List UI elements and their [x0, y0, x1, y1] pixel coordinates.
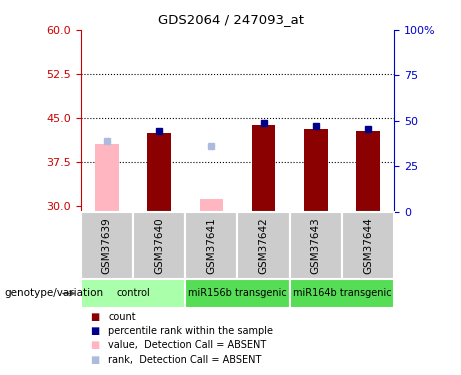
Bar	[185, 279, 290, 308]
Text: value,  Detection Call = ABSENT: value, Detection Call = ABSENT	[108, 340, 266, 350]
Text: percentile rank within the sample: percentile rank within the sample	[108, 326, 273, 336]
Text: GSM37643: GSM37643	[311, 217, 321, 274]
Text: GSM37641: GSM37641	[206, 217, 216, 274]
Text: GSM37639: GSM37639	[102, 217, 112, 274]
Text: ■: ■	[90, 326, 99, 336]
Text: genotype/variation: genotype/variation	[5, 288, 104, 298]
Text: ■: ■	[90, 355, 99, 364]
Text: GSM37640: GSM37640	[154, 217, 164, 274]
Text: GSM37644: GSM37644	[363, 217, 373, 274]
Bar	[290, 212, 342, 279]
Bar	[200, 199, 223, 212]
Bar	[185, 212, 237, 279]
Text: GSM37642: GSM37642	[259, 217, 269, 274]
Bar	[304, 129, 327, 212]
Bar	[356, 131, 380, 212]
Bar	[290, 279, 394, 308]
Bar	[148, 133, 171, 212]
Text: control: control	[116, 288, 150, 298]
Text: ■: ■	[90, 340, 99, 350]
Bar	[342, 212, 394, 279]
Text: ■: ■	[90, 312, 99, 322]
Text: miR156b transgenic: miR156b transgenic	[188, 288, 287, 298]
Bar	[237, 212, 290, 279]
Bar	[81, 212, 133, 279]
Text: GDS2064 / 247093_at: GDS2064 / 247093_at	[158, 13, 303, 26]
Bar	[252, 125, 275, 212]
Bar	[81, 279, 185, 308]
Bar	[95, 144, 118, 212]
Bar	[133, 212, 185, 279]
Text: miR164b transgenic: miR164b transgenic	[293, 288, 391, 298]
Text: count: count	[108, 312, 136, 322]
Text: rank,  Detection Call = ABSENT: rank, Detection Call = ABSENT	[108, 355, 262, 364]
